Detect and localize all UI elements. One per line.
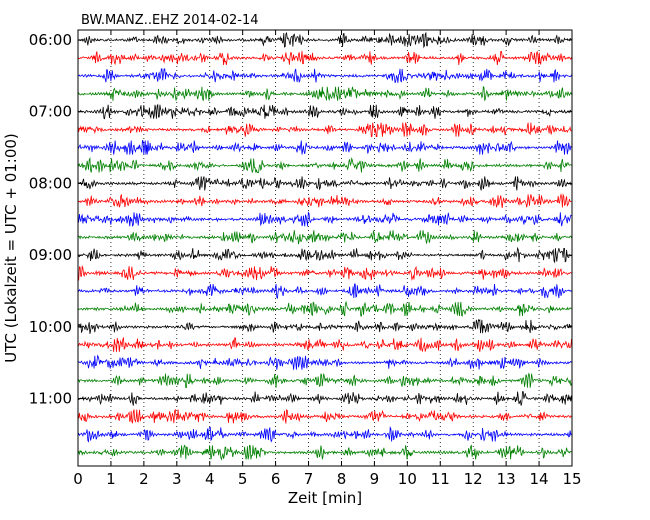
seismic-traces (77, 31, 572, 461)
x-tick-label: 7 (304, 470, 314, 488)
y-tick-label: 10:00 (29, 318, 72, 336)
x-tick-label: 6 (271, 470, 281, 488)
y-tick-label: 07:00 (29, 103, 72, 121)
x-tick-label: 15 (562, 470, 581, 488)
x-tick-label: 12 (464, 470, 483, 488)
trace-line (77, 391, 572, 406)
trace-line (77, 408, 572, 424)
x-tick-label: 4 (205, 470, 215, 488)
y-axis: 06:00 07:00 08:00 09:00 10:00 11:00 (29, 31, 572, 408)
x-tick-label: 3 (172, 470, 182, 488)
trace-line (77, 229, 572, 245)
x-axis-label: Zeit [min] (288, 489, 362, 507)
trace-line (77, 122, 572, 138)
grid-lines (110, 30, 540, 466)
trace-line (77, 176, 572, 191)
trace-line (77, 336, 572, 352)
trace-line (77, 50, 572, 66)
x-tick-label: 5 (238, 470, 248, 488)
trace-line (77, 246, 572, 264)
chart-title: BW.MANZ..EHZ 2014-02-14 (81, 13, 259, 28)
trace-line (77, 211, 572, 227)
trace-line (77, 354, 572, 370)
y-tick-label: 09:00 (29, 246, 72, 264)
x-tick-label: 13 (497, 470, 516, 488)
trace-line (77, 318, 572, 334)
x-tick-label: 10 (398, 470, 417, 488)
x-tick-label: 8 (337, 470, 347, 488)
trace-line (77, 425, 572, 443)
x-tick-label: 9 (370, 470, 380, 488)
trace-line (78, 264, 572, 281)
trace-line (77, 139, 572, 155)
x-tick-label: 11 (431, 470, 450, 488)
x-tick-label: 2 (139, 470, 149, 488)
plot-frame (77, 29, 573, 467)
trace-line (77, 85, 572, 102)
y-tick-label: 11:00 (29, 390, 72, 408)
x-tick-label: 0 (73, 470, 83, 488)
y-axis-label: UTC (Lokalzeit = UTC + 01:00) (2, 133, 20, 363)
trace-line (77, 193, 572, 209)
trace-line (77, 444, 572, 461)
y-tick-label: 08:00 (29, 174, 72, 192)
trace-line (77, 68, 572, 84)
y-tick-label: 06:00 (29, 31, 72, 49)
x-tick-label: 14 (530, 470, 549, 488)
trace-line (77, 103, 572, 120)
x-tick-label: 1 (106, 470, 116, 488)
trace-line (77, 156, 572, 173)
trace-line (77, 283, 572, 299)
trace-line (77, 300, 572, 317)
x-axis: 0 1 2 3 4 5 6 7 8 9 10 11 12 13 14 15 (73, 30, 582, 488)
trace-line (77, 31, 572, 49)
trace-line (77, 372, 572, 389)
